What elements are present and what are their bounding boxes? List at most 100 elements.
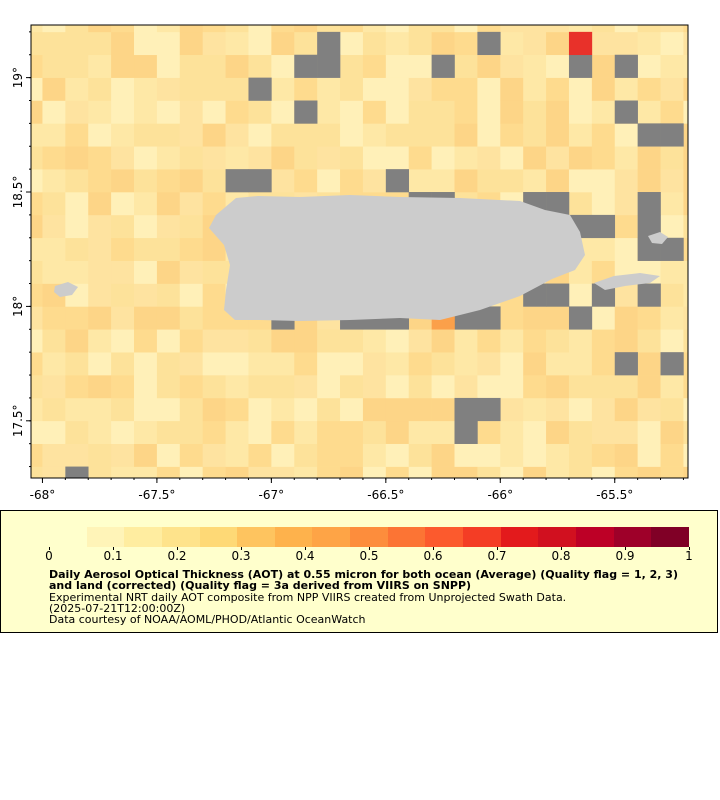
aot-cell xyxy=(500,100,524,124)
aot-cell xyxy=(660,329,684,353)
aot-cell xyxy=(179,443,203,467)
aot-cell xyxy=(156,375,181,399)
high-aot-cell xyxy=(568,31,593,56)
aot-cell xyxy=(477,123,501,147)
aot-cell xyxy=(179,329,203,353)
aot-cell xyxy=(179,306,203,330)
aot-cell xyxy=(660,54,684,78)
x-tick-label: -66° xyxy=(487,488,513,502)
aot-cell xyxy=(111,466,135,478)
aot-cell xyxy=(88,100,112,124)
aot-cell xyxy=(454,77,478,101)
aot-cell xyxy=(65,375,89,399)
x-tick-label: -67.5° xyxy=(138,488,175,502)
aot-cell xyxy=(31,352,43,376)
aot-cell xyxy=(614,329,638,353)
no-data-cell xyxy=(477,306,501,330)
aot-cell xyxy=(65,0,88,9)
aot-cell xyxy=(523,306,547,330)
aot-cell xyxy=(156,169,181,193)
aot-cell xyxy=(660,25,684,33)
aot-cell xyxy=(156,329,181,353)
aot-cell xyxy=(157,0,180,9)
aot-cell xyxy=(225,146,249,170)
aot-cell xyxy=(111,31,135,56)
aot-cell xyxy=(31,237,43,261)
aot-cell xyxy=(385,100,410,124)
aot-cell xyxy=(42,169,66,193)
no-data-cell xyxy=(546,283,570,307)
no-data-cell xyxy=(477,397,501,422)
aot-cell xyxy=(500,25,524,33)
aot-cell xyxy=(546,100,570,124)
aot-map: -68° -67.5° -67° -66.5° -66° -65.5° 19°18.5°1… xyxy=(11,0,689,502)
colorbar-tick-mark xyxy=(689,547,690,550)
aot-cell xyxy=(614,169,638,193)
aot-cell xyxy=(31,54,43,78)
aot-cell xyxy=(88,352,112,376)
aot-cell xyxy=(42,123,66,147)
aot-cell xyxy=(111,283,135,307)
aot-cell xyxy=(637,443,661,467)
aot-cell xyxy=(362,375,387,399)
aot-cell xyxy=(385,329,410,353)
aot-cell xyxy=(88,169,112,193)
aot-cell xyxy=(477,375,501,399)
aot-cell xyxy=(42,0,65,9)
aot-cell xyxy=(683,306,688,330)
x-tick-label: -68° xyxy=(30,488,56,502)
aot-cell xyxy=(42,31,66,56)
aot-cell xyxy=(31,466,43,478)
aot-cell xyxy=(271,329,295,353)
aot-cell xyxy=(202,352,226,376)
aot-cell xyxy=(88,260,112,284)
aot-cell xyxy=(225,466,249,478)
aot-cell xyxy=(179,214,203,239)
aot-cell xyxy=(591,31,616,56)
aot-cell xyxy=(362,25,387,33)
aot-cell xyxy=(683,77,688,101)
aot-cell xyxy=(156,100,181,124)
aot-cell xyxy=(42,214,66,239)
aot-cell xyxy=(202,306,226,330)
aot-cell xyxy=(454,352,478,376)
aot-cell xyxy=(591,443,616,467)
aot-cell xyxy=(683,397,688,422)
aot-cell xyxy=(156,443,181,467)
aot-cell xyxy=(111,54,135,78)
aot-cell xyxy=(591,77,616,101)
aot-cell xyxy=(637,169,661,193)
aot-cell xyxy=(248,123,272,147)
colorbar-segment xyxy=(500,527,539,547)
aot-cell xyxy=(202,329,226,353)
aot-cell xyxy=(31,420,43,444)
aot-cell xyxy=(31,169,43,193)
aot-cell xyxy=(431,123,455,147)
aot-cell xyxy=(88,397,112,422)
no-data-cell xyxy=(637,214,661,239)
aot-cell xyxy=(156,260,181,284)
aot-cell xyxy=(614,283,638,307)
aot-cell xyxy=(477,146,501,170)
aot-cell xyxy=(340,31,364,56)
aot-cell xyxy=(134,192,158,216)
aot-cell xyxy=(614,397,638,422)
aot-cell xyxy=(134,306,158,330)
aot-cell xyxy=(385,25,410,33)
aot-cell xyxy=(546,31,570,56)
aot-cell xyxy=(523,100,547,124)
aot-cell xyxy=(65,260,89,284)
aot-cell xyxy=(592,0,615,9)
aot-cell xyxy=(42,443,66,467)
no-data-cell xyxy=(294,54,318,78)
aot-cell xyxy=(340,0,363,9)
no-data-cell xyxy=(614,100,638,124)
aot-cell xyxy=(591,375,616,399)
aot-cell xyxy=(248,420,272,444)
aot-cell xyxy=(271,25,295,33)
legend-description: Experimental NRT daily AOT composite fro… xyxy=(49,591,567,604)
aot-cell xyxy=(454,123,478,147)
aot-cell xyxy=(31,25,43,33)
aot-cell xyxy=(225,420,249,444)
aot-cell xyxy=(88,329,112,353)
